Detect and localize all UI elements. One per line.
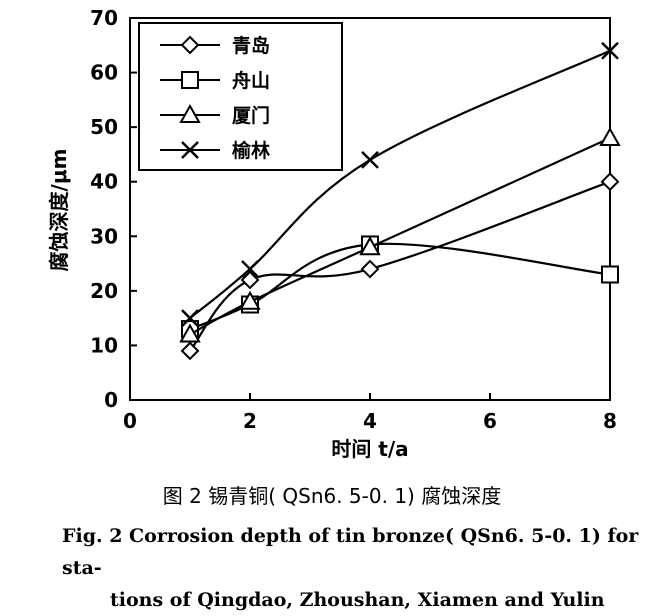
figure-caption-cn: 图 2 锡青铜( QSn6. 5-0. 1) 腐蚀深度 bbox=[162, 484, 502, 508]
series-triangle bbox=[179, 127, 621, 343]
series-line-triangle bbox=[189, 137, 611, 336]
legend-marker-diamond bbox=[180, 35, 200, 55]
data-point-triangle bbox=[599, 127, 621, 147]
legend-item: 厦门 bbox=[160, 103, 270, 127]
legend-item: 舟山 bbox=[160, 69, 270, 92]
data-point-x bbox=[241, 260, 259, 278]
y-tick-label: 60 bbox=[90, 61, 118, 85]
data-point-triangle bbox=[179, 323, 201, 343]
x-marker-stroke bbox=[181, 309, 199, 328]
x-tick-label: 8 bbox=[603, 409, 617, 433]
x-marker-stroke bbox=[601, 41, 619, 60]
series-diamond bbox=[180, 172, 620, 361]
series-line-diamond bbox=[189, 180, 611, 352]
data-point-square bbox=[601, 265, 619, 284]
data-point-diamond bbox=[240, 270, 260, 290]
x-tick-label: 4 bbox=[363, 409, 377, 433]
y-axis-ticks: 0 10 20 30 40 50 60 70 bbox=[90, 6, 137, 412]
legend-marker-x bbox=[181, 141, 199, 159]
data-point-diamond bbox=[360, 259, 380, 279]
data-point-x bbox=[601, 41, 619, 60]
legend-item: 青岛 bbox=[160, 34, 270, 57]
x-marker-stroke bbox=[181, 141, 199, 159]
legend-marker-triangle bbox=[179, 103, 201, 123]
legend-label: 厦门 bbox=[232, 104, 270, 127]
y-axis-label: 腐蚀深度/μm bbox=[47, 149, 71, 272]
y-tick-label: 70 bbox=[90, 6, 118, 30]
x-axis-label: 时间 t/a bbox=[331, 437, 408, 461]
legend-label: 青岛 bbox=[232, 34, 270, 57]
y-tick-label: 20 bbox=[90, 279, 118, 303]
x-axis-ticks: 0 2 4 6 8 bbox=[123, 393, 617, 433]
data-point-x bbox=[361, 151, 379, 169]
x-tick-label: 2 bbox=[243, 409, 257, 433]
data-point-diamond bbox=[180, 341, 200, 361]
legend-box bbox=[138, 22, 343, 171]
y-tick-label: 40 bbox=[90, 170, 118, 194]
legend-label: 舟山 bbox=[232, 69, 270, 92]
legend-marker-square bbox=[181, 71, 199, 89]
data-point-diamond bbox=[600, 172, 620, 192]
series-square bbox=[181, 235, 619, 339]
x-marker-stroke bbox=[361, 151, 379, 169]
x-tick-label: 6 bbox=[483, 409, 497, 433]
legend-item: 榆林 bbox=[160, 139, 270, 162]
x-marker-stroke bbox=[241, 260, 259, 278]
figure-caption-en-line2: tions of Qingdao, Zhoushan, Xiamen and Y… bbox=[110, 589, 605, 611]
series-line-x bbox=[189, 49, 611, 319]
series-layer bbox=[179, 41, 621, 361]
x-tick-label: 0 bbox=[123, 409, 137, 433]
figure-caption-en-line1: Fig. 2 Corrosion depth of tin bronze( QS… bbox=[62, 525, 639, 579]
chart: 0 10 20 30 40 50 60 70 0 2 4 6 8 时间 t/a 腐蚀深度/μm 青岛舟… bbox=[47, 6, 621, 461]
data-point-x bbox=[181, 309, 199, 328]
series-line-square bbox=[189, 242, 611, 331]
y-tick-label: 30 bbox=[90, 224, 118, 248]
data-point-triangle bbox=[359, 236, 381, 256]
y-tick-label: 50 bbox=[90, 115, 118, 139]
y-tick-label: 10 bbox=[90, 333, 118, 357]
figure-caption-en: Fig. 2 Corrosion depth of tin bronze( QS… bbox=[62, 520, 642, 616]
y-tick-label: 0 bbox=[104, 388, 118, 412]
legend-label: 榆林 bbox=[232, 139, 270, 162]
series-x bbox=[181, 41, 619, 328]
data-point-triangle bbox=[239, 290, 261, 310]
